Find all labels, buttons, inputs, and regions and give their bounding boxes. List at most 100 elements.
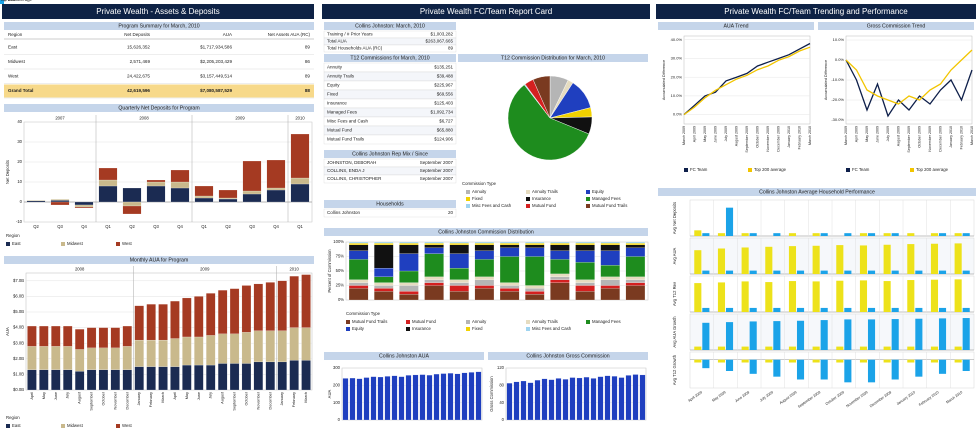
bar — [796, 307, 805, 312]
table-row — [323, 208, 457, 218]
bar — [170, 300, 180, 339]
bar — [788, 281, 797, 312]
bar — [702, 270, 710, 274]
bar — [541, 378, 548, 421]
bar — [424, 243, 444, 246]
x-tick-label: October 2009 — [755, 126, 759, 148]
bar — [98, 369, 109, 391]
section-title: Collins Johnston Rep Mix / Since — [352, 152, 428, 158]
bar — [625, 247, 646, 257]
bar — [600, 244, 620, 251]
y-tick-label: $7.0B — [13, 278, 24, 283]
bar — [550, 259, 570, 274]
section-title: Collins Johnston: March, 2010 — [355, 24, 425, 30]
table-cell: September 2007 — [420, 160, 454, 165]
legend-title: Region — [6, 415, 20, 420]
legend-label: West — [122, 241, 133, 246]
bar — [122, 325, 132, 347]
y-tick-label: 20 — [17, 159, 22, 164]
group-label: 2010 — [289, 267, 299, 272]
bar — [741, 247, 749, 274]
bar — [844, 319, 852, 350]
table-cell: $263,067,665 — [425, 39, 453, 44]
bar — [26, 200, 46, 201]
x-tick-label: January 2010 — [896, 390, 916, 406]
bar — [915, 359, 923, 377]
bar — [499, 288, 520, 292]
bar — [867, 233, 876, 236]
bar — [194, 195, 214, 199]
bar — [625, 244, 646, 248]
bar — [954, 243, 962, 274]
x-tick-label: May — [185, 392, 189, 399]
bar — [550, 241, 570, 244]
column-header: AUA — [223, 32, 232, 37]
bar — [525, 288, 545, 292]
bar — [907, 359, 915, 363]
section-header — [818, 22, 974, 30]
bar — [194, 197, 214, 203]
bar — [363, 377, 370, 421]
plot-area — [25, 272, 313, 391]
legend-swatch — [346, 327, 350, 331]
x-tick-label: September — [90, 391, 94, 410]
y-tick-label: 120 — [497, 365, 505, 370]
table-row — [323, 44, 457, 53]
bar — [218, 197, 238, 200]
section-title: Collins Johnston Gross Commission — [526, 354, 609, 360]
x-tick-label: July 2009 — [759, 390, 774, 402]
x-tick-label: April — [173, 392, 177, 400]
bar — [98, 167, 118, 181]
bar — [424, 276, 444, 280]
table-cell: COLLINS, CHRISTOPHER — [327, 176, 382, 181]
bar — [449, 268, 469, 280]
legend-swatch — [684, 168, 688, 172]
bar — [290, 183, 310, 203]
bar — [694, 283, 702, 312]
plot-area — [341, 367, 483, 421]
plot-area — [23, 121, 313, 223]
bar — [253, 283, 264, 331]
bar — [349, 377, 356, 421]
x-tick-label: November 2009 — [766, 126, 770, 152]
table-cell: West — [8, 74, 19, 79]
table-cell: Training / # Prior Years — [327, 32, 373, 37]
y-axis-label: Net Deposits — [5, 160, 10, 184]
bar — [499, 243, 520, 246]
bar — [954, 359, 962, 363]
bar — [499, 291, 520, 301]
bar — [74, 371, 85, 391]
table-cell: Midwest — [8, 59, 26, 64]
bar — [575, 291, 595, 301]
pie-slice — [532, 75, 551, 119]
bar — [218, 189, 238, 199]
bar — [938, 233, 947, 236]
table-cell: $69,556 — [437, 92, 454, 97]
table-cell: 15,626,352 — [127, 45, 150, 50]
legend-swatch — [61, 424, 65, 428]
x-tick-label: October — [244, 391, 248, 405]
panel-title: Private Wealth FC/Team Trending and Perf… — [724, 7, 908, 16]
table-cell: Equity — [327, 83, 340, 88]
bar — [277, 361, 287, 391]
column-header: Net Assets AUA (RC) — [268, 32, 311, 37]
bar — [930, 279, 939, 312]
bar — [63, 325, 73, 347]
bar — [765, 246, 773, 274]
bar — [820, 270, 828, 274]
bar — [499, 256, 520, 283]
bar — [290, 177, 310, 185]
row-label: Avg AUA Growth — [672, 316, 677, 348]
legend-swatch — [116, 424, 120, 428]
bar — [907, 280, 915, 312]
table-cell: $1,003,282 — [430, 32, 453, 37]
bar — [930, 243, 939, 274]
legend-label: Insurance — [412, 326, 431, 331]
bar — [891, 233, 899, 236]
x-tick-label: May — [42, 392, 46, 399]
section-header — [324, 352, 484, 360]
x-tick-label: Q4 — [81, 224, 87, 229]
bar — [788, 246, 797, 274]
legend-label: Misc Fees and Cash — [532, 326, 572, 331]
bar — [474, 288, 495, 301]
